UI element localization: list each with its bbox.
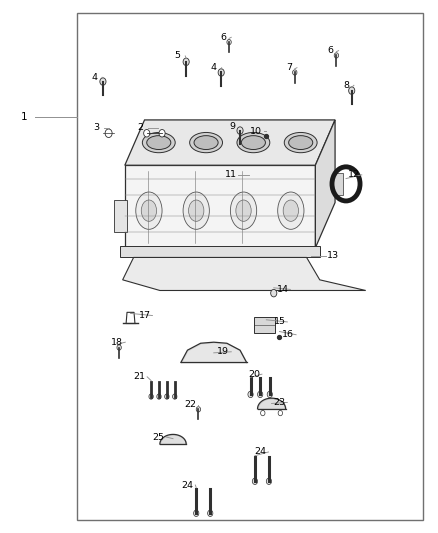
Circle shape: [144, 130, 150, 137]
Bar: [333, 173, 343, 195]
Circle shape: [293, 70, 297, 75]
Circle shape: [173, 394, 177, 399]
Ellipse shape: [183, 192, 209, 229]
Circle shape: [349, 87, 355, 94]
Text: 7: 7: [286, 63, 292, 72]
Text: 24: 24: [254, 448, 267, 456]
Circle shape: [248, 391, 253, 398]
Polygon shape: [315, 120, 335, 248]
Circle shape: [258, 391, 263, 398]
Text: 9: 9: [229, 123, 235, 131]
Ellipse shape: [142, 132, 175, 152]
Circle shape: [165, 394, 169, 399]
Circle shape: [117, 345, 121, 350]
Text: 17: 17: [138, 311, 151, 320]
Ellipse shape: [147, 136, 171, 149]
Text: 6: 6: [220, 33, 226, 42]
Text: 14: 14: [276, 285, 289, 294]
Circle shape: [183, 58, 189, 66]
Text: 4: 4: [211, 63, 217, 72]
Text: 24: 24: [181, 481, 194, 489]
Ellipse shape: [241, 136, 265, 149]
Text: 10: 10: [250, 127, 262, 135]
Circle shape: [157, 394, 161, 399]
Ellipse shape: [136, 192, 162, 229]
Ellipse shape: [237, 132, 270, 152]
Text: 5: 5: [174, 52, 180, 60]
Text: 18: 18: [111, 338, 124, 346]
Text: 16: 16: [282, 330, 294, 339]
Text: 6: 6: [328, 46, 334, 55]
Text: 15: 15: [273, 318, 286, 326]
Text: 22: 22: [184, 400, 197, 409]
Text: 23: 23: [273, 398, 286, 407]
Ellipse shape: [188, 200, 204, 221]
Circle shape: [267, 391, 272, 398]
Circle shape: [100, 78, 106, 85]
Circle shape: [237, 127, 243, 134]
Circle shape: [194, 510, 199, 516]
Circle shape: [105, 129, 112, 138]
Circle shape: [271, 289, 277, 297]
Text: 20: 20: [248, 370, 260, 378]
Bar: [120, 246, 320, 257]
Text: 4: 4: [91, 73, 97, 82]
Circle shape: [278, 410, 283, 416]
Ellipse shape: [230, 192, 257, 229]
Ellipse shape: [289, 136, 313, 149]
Circle shape: [334, 53, 339, 58]
Ellipse shape: [278, 192, 304, 229]
Circle shape: [261, 410, 265, 416]
Circle shape: [227, 39, 231, 45]
Text: 11: 11: [225, 171, 237, 179]
Text: 2: 2: [137, 124, 143, 132]
Text: 13: 13: [327, 252, 339, 260]
Text: 25: 25: [152, 433, 165, 441]
Text: 3: 3: [93, 124, 99, 132]
Circle shape: [159, 130, 165, 137]
Circle shape: [266, 478, 272, 484]
Bar: [114, 200, 127, 232]
Ellipse shape: [283, 200, 299, 221]
Bar: [77, 13, 423, 520]
Ellipse shape: [284, 132, 317, 152]
Bar: [125, 165, 315, 248]
Circle shape: [196, 407, 201, 412]
Ellipse shape: [141, 200, 156, 221]
Polygon shape: [125, 120, 335, 165]
Circle shape: [208, 510, 213, 516]
Ellipse shape: [190, 132, 223, 152]
Circle shape: [149, 394, 153, 399]
Polygon shape: [123, 257, 366, 290]
Circle shape: [218, 69, 224, 76]
Bar: [254, 317, 275, 333]
Circle shape: [252, 478, 258, 484]
Text: 8: 8: [343, 81, 349, 90]
Text: 21: 21: [133, 373, 145, 381]
Text: 19: 19: [217, 348, 230, 356]
Ellipse shape: [236, 200, 251, 221]
Text: 1: 1: [21, 112, 28, 122]
Ellipse shape: [194, 136, 218, 149]
Text: 12: 12: [348, 171, 360, 179]
